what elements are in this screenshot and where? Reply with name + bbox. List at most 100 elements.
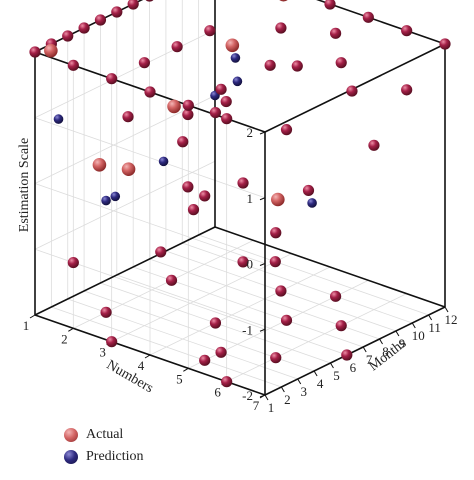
data-point-general bbox=[111, 6, 123, 18]
x-tick-label: 6 bbox=[350, 360, 357, 375]
x-tick-label: 10 bbox=[412, 328, 425, 343]
data-point-general bbox=[264, 59, 276, 71]
y-tick-label: 7 bbox=[253, 398, 260, 413]
x-tick-label: 8 bbox=[382, 344, 389, 359]
x-tick-mark bbox=[428, 314, 433, 321]
data-point-prediction bbox=[158, 156, 169, 167]
data-point-general bbox=[401, 25, 413, 37]
z-tick-label: 0 bbox=[247, 257, 254, 272]
x-tick-mark bbox=[297, 378, 302, 385]
data-point-prediction bbox=[232, 76, 243, 87]
data-point-general bbox=[100, 306, 112, 318]
legend-label-actual: Actual bbox=[86, 427, 124, 442]
x-tick-label: 3 bbox=[300, 384, 307, 399]
data-point-general bbox=[138, 57, 150, 69]
data-point-actual bbox=[92, 158, 107, 172]
data-point-general bbox=[209, 107, 222, 119]
data-point-general bbox=[270, 352, 282, 364]
box-edge bbox=[264, 306, 446, 396]
legend: Actual Prediction bbox=[64, 424, 264, 468]
data-point-general bbox=[67, 256, 79, 269]
data-point-general bbox=[94, 14, 107, 26]
z-tick-mark bbox=[259, 328, 266, 332]
data-point-general bbox=[182, 181, 194, 193]
data-point-general bbox=[221, 113, 233, 125]
data-point-prediction bbox=[230, 53, 241, 63]
y-tick-mark bbox=[29, 314, 36, 319]
data-point-general bbox=[171, 41, 183, 53]
z-tick-mark bbox=[259, 197, 266, 201]
data-point-general bbox=[187, 204, 200, 216]
data-point-general bbox=[204, 25, 216, 37]
y-tick-label: 1 bbox=[23, 318, 30, 333]
prediction-marker-icon bbox=[64, 450, 78, 464]
data-point-general bbox=[362, 11, 374, 23]
x-tick-mark bbox=[330, 362, 334, 369]
x-tick-mark bbox=[395, 330, 400, 337]
data-point-general bbox=[145, 0, 154, 2]
data-point-prediction bbox=[307, 198, 317, 208]
x-tick-mark bbox=[280, 386, 285, 393]
y-tick-label: 2 bbox=[61, 331, 68, 346]
data-point-general bbox=[165, 274, 178, 286]
x-tick-mark bbox=[444, 306, 449, 313]
data-point-general bbox=[220, 95, 232, 108]
data-point-general bbox=[335, 320, 347, 332]
z-tick-label: 1 bbox=[247, 191, 254, 206]
data-point-general bbox=[215, 346, 227, 358]
data-points bbox=[29, 0, 451, 388]
data-point-general bbox=[215, 83, 227, 95]
y-tick-label: 4 bbox=[138, 358, 145, 373]
z-tick-mark bbox=[259, 131, 266, 135]
data-point-prediction bbox=[110, 191, 121, 202]
y-tick-mark bbox=[183, 367, 189, 372]
data-point-general bbox=[341, 349, 353, 361]
floor-grid-line bbox=[149, 266, 331, 356]
x-tick-label: 5 bbox=[333, 368, 340, 383]
z-axis-title: Estimation Scale bbox=[17, 138, 32, 232]
data-point-general bbox=[155, 246, 167, 258]
data-point-prediction bbox=[101, 195, 111, 206]
data-point-general bbox=[280, 314, 293, 326]
data-point-actual bbox=[271, 192, 285, 207]
data-point-general bbox=[237, 256, 249, 268]
x-tick-mark bbox=[362, 346, 367, 353]
data-point-general bbox=[182, 108, 194, 121]
y-tick-mark bbox=[68, 327, 74, 332]
data-point-general bbox=[439, 38, 451, 50]
data-point-general bbox=[291, 60, 303, 72]
x-tick-label: 4 bbox=[317, 376, 324, 391]
data-point-general bbox=[335, 57, 347, 69]
y-axis-title: Numbers bbox=[104, 358, 156, 397]
data-point-actual bbox=[279, 0, 288, 2]
data-point-actual bbox=[121, 162, 136, 176]
legend-item-actual: Actual bbox=[64, 424, 264, 446]
x-tick-mark bbox=[264, 394, 269, 401]
z-tick-mark bbox=[259, 263, 266, 266]
floor-grid-line bbox=[226, 293, 407, 383]
x-tick-label: 9 bbox=[399, 336, 406, 351]
z-tick-label: 2 bbox=[247, 125, 254, 140]
data-point-general bbox=[275, 22, 287, 34]
side-wall-grid-line bbox=[34, 117, 266, 199]
data-point-general bbox=[29, 46, 41, 58]
data-point-general bbox=[106, 73, 118, 85]
data-point-general bbox=[182, 99, 194, 111]
y-tick-mark bbox=[259, 394, 266, 399]
data-point-prediction bbox=[53, 114, 64, 124]
data-point-general bbox=[270, 227, 282, 239]
data-point-general bbox=[144, 86, 156, 98]
y-tick-label: 6 bbox=[214, 385, 221, 400]
box-edge bbox=[34, 0, 144, 53]
x-tick-label: 12 bbox=[445, 312, 458, 327]
x-tick-label: 1 bbox=[268, 400, 275, 415]
data-point-general bbox=[127, 0, 139, 10]
data-point-general bbox=[122, 111, 134, 123]
data-point-general bbox=[401, 84, 413, 96]
floor-grid-line bbox=[111, 253, 292, 343]
data-point-actual bbox=[44, 43, 58, 58]
x-tick-mark bbox=[411, 322, 416, 329]
data-point-general bbox=[106, 336, 118, 348]
side-wall-grid-line bbox=[34, 183, 266, 264]
data-point-general bbox=[237, 177, 249, 189]
